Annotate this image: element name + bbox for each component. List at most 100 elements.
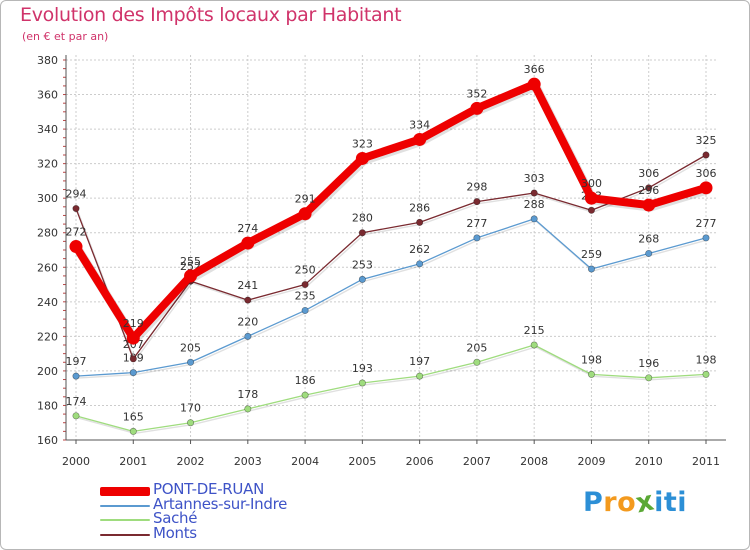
data-point <box>587 206 595 214</box>
data-point <box>645 184 653 192</box>
data-point <box>642 198 656 212</box>
data-label: 280 <box>352 212 373 225</box>
data-label: 198 <box>696 353 717 366</box>
data-label: 241 <box>237 279 258 292</box>
y-tick-label: 260 <box>37 261 58 274</box>
data-point <box>241 236 255 250</box>
data-point <box>187 419 195 427</box>
x-tick-label: 2010 <box>635 455 663 468</box>
data-point <box>702 234 710 242</box>
data-point <box>358 379 366 387</box>
data-label: 298 <box>466 181 487 194</box>
data-point <box>473 234 481 242</box>
data-point <box>416 260 424 268</box>
series-line-shadow <box>73 81 712 345</box>
data-point <box>358 275 366 283</box>
logo-letter: o <box>617 487 637 518</box>
data-point <box>355 151 369 165</box>
data-point <box>584 191 598 205</box>
y-tick-label: 220 <box>37 330 58 343</box>
data-label: 235 <box>295 289 316 302</box>
data-label: 277 <box>696 217 717 230</box>
legend-swatch <box>100 504 150 507</box>
data-point <box>530 189 538 197</box>
x-tick-label: 2008 <box>520 455 548 468</box>
data-label: 197 <box>66 355 87 368</box>
series-line-pont-de-ruan <box>72 80 710 343</box>
data-point <box>187 358 195 366</box>
data-point <box>473 358 481 366</box>
data-point <box>530 215 538 223</box>
data-label: 272 <box>66 226 87 239</box>
data-label: 196 <box>638 357 659 370</box>
data-label: 306 <box>696 167 717 180</box>
legend-swatch <box>100 519 150 521</box>
data-point <box>358 229 366 237</box>
y-tick-label: 180 <box>37 399 58 412</box>
series-pont-de-ruan: 272 219 255 274 291 323 334 352 366 300 296 306 <box>66 63 717 345</box>
data-label: 259 <box>581 248 602 261</box>
legend-label: Saché <box>153 509 198 527</box>
data-label: 255 <box>180 255 201 268</box>
data-point <box>298 207 312 221</box>
data-label: 197 <box>409 355 430 368</box>
x-tick-label: 2006 <box>406 455 434 468</box>
legend-label: PONT-DE-RUAN <box>153 480 264 498</box>
data-point <box>702 370 710 378</box>
data-point <box>244 405 252 413</box>
data-point <box>129 355 137 363</box>
x-tick-label: 2002 <box>177 455 205 468</box>
x-tick-label: 2005 <box>348 455 376 468</box>
x-tick-label: 2000 <box>62 455 90 468</box>
series-sache: 174 165 170 178 186 193 197 205 215 198 196 198 <box>66 324 717 435</box>
logo-letter: i <box>654 487 664 518</box>
data-point <box>301 281 309 289</box>
data-label: 323 <box>352 137 373 150</box>
legend-label: Monts <box>153 523 197 542</box>
line-chart: 160 180 200 220 240 260 280 300 320 340 360 380 2000… <box>37 54 726 468</box>
data-label: 205 <box>180 341 201 354</box>
data-point <box>126 331 140 345</box>
data-label: 274 <box>237 222 258 235</box>
data-point <box>527 77 541 91</box>
data-label: 291 <box>295 193 316 206</box>
y-tick-label: 320 <box>37 158 58 171</box>
data-point <box>473 198 481 206</box>
data-point <box>69 240 83 254</box>
data-point <box>72 372 80 380</box>
data-label: 352 <box>466 87 487 100</box>
data-point <box>699 181 713 195</box>
data-label: 198 <box>581 353 602 366</box>
data-point <box>645 374 653 382</box>
data-label: 303 <box>524 172 545 185</box>
x-tick-label: 2001 <box>119 455 147 468</box>
y-tick-label: 280 <box>37 227 58 240</box>
data-label: 178 <box>237 388 258 401</box>
data-point <box>530 341 538 349</box>
series-line-shadow <box>76 220 709 379</box>
data-label: 286 <box>409 201 430 214</box>
data-label: 165 <box>123 410 144 423</box>
series-monts: 294207252241250280286298303293306325 <box>66 134 717 363</box>
data-point <box>645 249 653 257</box>
x-tick-label: 2009 <box>577 455 605 468</box>
y-tick-label: 360 <box>37 89 58 102</box>
data-label: 174 <box>66 395 87 408</box>
logo-letter: P <box>583 487 604 518</box>
data-point <box>129 369 137 377</box>
data-label: 205 <box>466 341 487 354</box>
data-point <box>129 427 137 435</box>
data-point <box>244 296 252 304</box>
data-label: 288 <box>524 198 545 211</box>
legend-swatch <box>100 533 150 536</box>
data-point <box>72 205 80 213</box>
legend-swatch <box>100 487 150 496</box>
y-tick-label: 200 <box>37 365 58 378</box>
y-tick-label: 380 <box>37 54 58 67</box>
data-point <box>301 391 309 399</box>
chart-title: Evolution des Impôts locaux par Habitant <box>20 4 402 26</box>
x-tick-label: 2003 <box>234 455 262 468</box>
data-point <box>244 332 252 340</box>
data-label: 277 <box>466 217 487 230</box>
proxiti-logo: Proxiti <box>583 485 687 519</box>
